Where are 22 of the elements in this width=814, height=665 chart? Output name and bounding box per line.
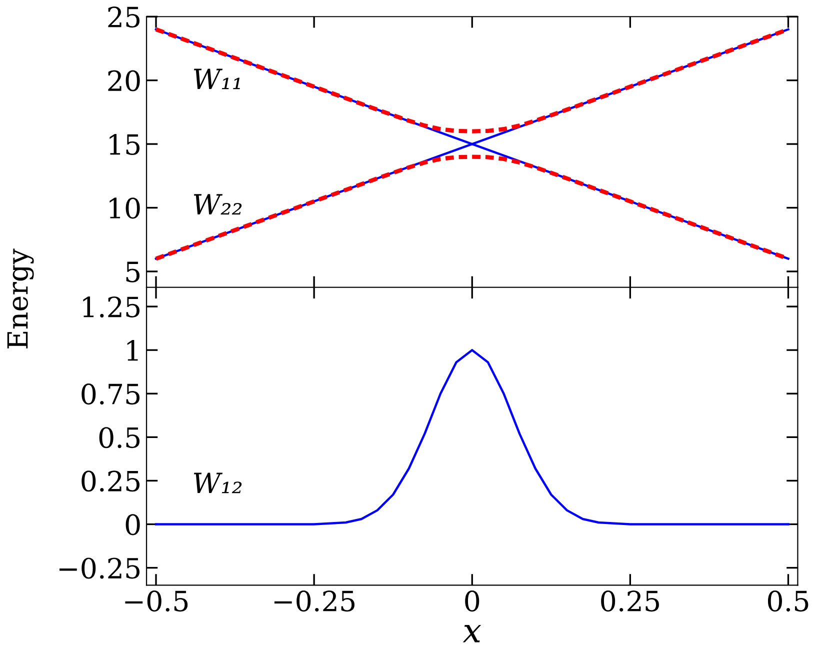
y-tick-label: 0.5 bbox=[99, 427, 140, 448]
y-tick-label: 15 bbox=[110, 134, 140, 155]
series-label: W₂₂ bbox=[194, 194, 242, 214]
x-tick-label: −0.25 bbox=[274, 590, 354, 612]
x-tick-label: −0.5 bbox=[125, 590, 188, 612]
y-tick-label: 10 bbox=[110, 198, 140, 219]
x-axis-title: x bbox=[462, 624, 482, 642]
y-tick-label: 25 bbox=[108, 6, 140, 28]
y-tick-label: 0.75 bbox=[82, 384, 140, 405]
x-tick-label: 0.5 bbox=[768, 590, 808, 612]
y-tick-label: 5 bbox=[126, 262, 140, 282]
y-tick-label: 20 bbox=[108, 70, 140, 92]
y-tick-label: −0.25 bbox=[59, 558, 140, 579]
x-tick-label: 0.25 bbox=[601, 590, 659, 612]
series-label: W₁₁ bbox=[194, 68, 240, 90]
x-tick-label: 0 bbox=[465, 590, 480, 612]
y-tick-label: 0.25 bbox=[82, 470, 140, 492]
series-label: W₁₂ bbox=[194, 472, 242, 494]
y-tick-label: 0 bbox=[126, 514, 140, 536]
y-tick-label: 1.25 bbox=[83, 296, 140, 318]
y-tick-label: 1 bbox=[127, 340, 138, 361]
y-axis-title: Energy bbox=[7, 248, 34, 348]
